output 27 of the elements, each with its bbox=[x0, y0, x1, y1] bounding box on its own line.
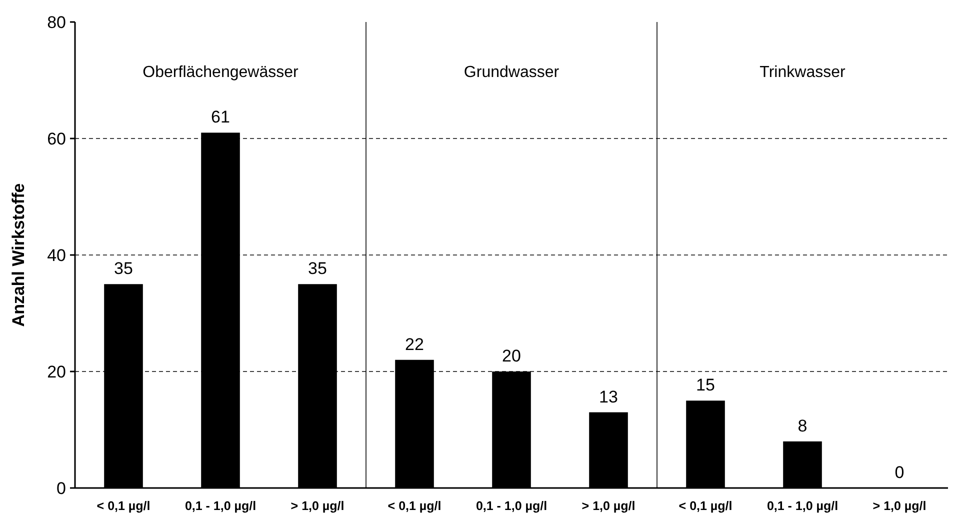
x-tick-label: < 0,1 µg/l bbox=[388, 499, 442, 513]
x-tick-label: > 1,0 µg/l bbox=[290, 499, 344, 513]
data-label: 0 bbox=[894, 463, 904, 482]
x-tick-label: > 1,0 µg/l bbox=[872, 499, 926, 513]
data-label: 8 bbox=[798, 416, 808, 436]
y-tick-label: 80 bbox=[47, 12, 66, 32]
annotation: Trinkwasser bbox=[760, 64, 846, 81]
data-label: 15 bbox=[696, 376, 715, 395]
y-tick-label: 60 bbox=[47, 129, 66, 148]
x-tick-label: < 0,1 µg/l bbox=[678, 499, 732, 513]
data-label: 35 bbox=[114, 259, 133, 278]
data-label: 35 bbox=[308, 259, 327, 278]
x-tick-label: < 0,1 µg/l bbox=[96, 499, 150, 513]
data-label: 61 bbox=[211, 108, 230, 127]
y-tick-label: 40 bbox=[47, 246, 66, 265]
y-tick-label: 0 bbox=[56, 478, 66, 498]
annotation: Oberflächengewässer bbox=[142, 64, 299, 81]
y-tick-label: 20 bbox=[47, 362, 66, 382]
x-tick-label: 0,1 - 1,0 µg/l bbox=[184, 499, 256, 513]
data-label: 13 bbox=[599, 387, 618, 406]
data-label: 20 bbox=[502, 346, 521, 366]
x-tick-label: > 1,0 µg/l bbox=[582, 499, 636, 513]
x-tick-label: 0,1 - 1,0 µg/l bbox=[766, 499, 838, 513]
data-label: 22 bbox=[405, 334, 424, 354]
annotation: Grundwasser bbox=[464, 64, 560, 81]
y-axis-title: Anzahl Wirkstoffe bbox=[9, 183, 28, 327]
x-tick-label: 0,1 - 1,0 µg/l bbox=[476, 499, 548, 513]
